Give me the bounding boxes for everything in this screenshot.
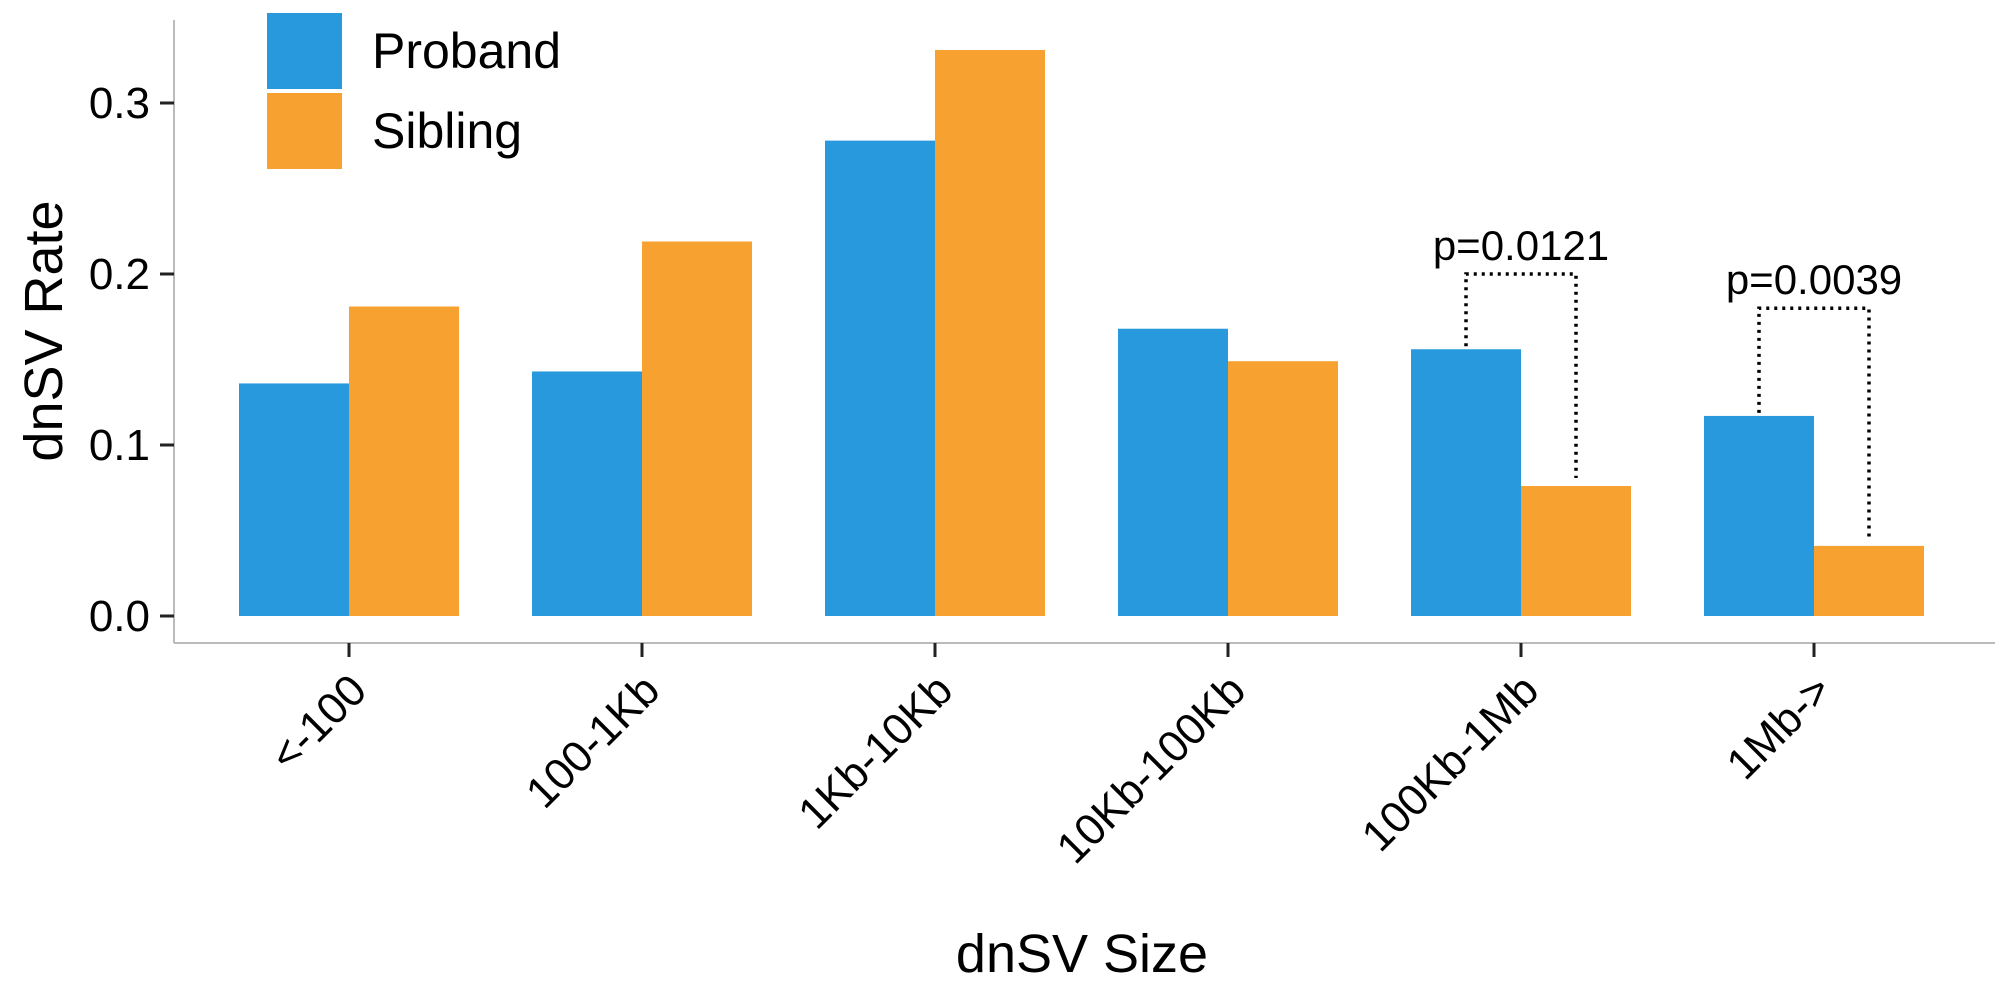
- bar-sibling: [642, 241, 752, 616]
- bars: [239, 49, 1924, 617]
- p-value-label: p=0.0121: [1433, 222, 1609, 269]
- x-tick-label: 10Kb-100Kb: [1047, 665, 1255, 873]
- legend-label-sibling: Sibling: [372, 103, 522, 159]
- significance-annotations: p=0.0121 p=0.0039: [1433, 222, 1902, 538]
- bar-sibling: [935, 49, 1045, 617]
- x-tick-label: <-100: [261, 665, 376, 780]
- y-axis-title: dnSV Rate: [14, 200, 74, 461]
- x-ticks: <-100 100-1Kb 1Kb-10Kb 10Kb-100Kb 100Kb-1Mb 1…: [261, 643, 1841, 873]
- bar-proband: [1118, 328, 1228, 616]
- y-tick-label: 0.0: [89, 592, 150, 641]
- y-tick-label: 0.3: [89, 79, 150, 128]
- y-tick-label: 0.1: [89, 421, 150, 470]
- bar-sibling: [1814, 545, 1924, 616]
- x-axis-title: dnSV Size: [956, 924, 1208, 984]
- bar-proband: [825, 140, 935, 616]
- legend-swatch-sibling: [267, 93, 342, 169]
- bar-proband: [532, 371, 642, 616]
- significance-bracket: [1757, 306, 1871, 538]
- bar-proband: [239, 383, 349, 616]
- p-value-label: p=0.0039: [1726, 256, 1902, 303]
- y-tick-label: 0.2: [89, 250, 150, 299]
- legend: Proband Sibling: [267, 13, 561, 169]
- bar-sibling: [349, 306, 459, 616]
- bar-proband: [1411, 349, 1521, 616]
- x-tick-label: 1Kb-10Kb: [789, 665, 962, 838]
- x-tick-label: 1Mb->: [1717, 665, 1841, 789]
- legend-swatch-proband: [267, 13, 342, 89]
- bar-sibling: [1228, 361, 1338, 616]
- y-ticks: 0.0 0.1 0.2 0.3: [89, 79, 174, 641]
- bar-proband: [1704, 415, 1814, 616]
- legend-label-proband: Proband: [372, 23, 561, 79]
- x-tick-label: 100-1Kb: [517, 665, 669, 817]
- x-tick-label: 100Kb-1Mb: [1353, 665, 1549, 861]
- bar-sibling: [1521, 486, 1631, 616]
